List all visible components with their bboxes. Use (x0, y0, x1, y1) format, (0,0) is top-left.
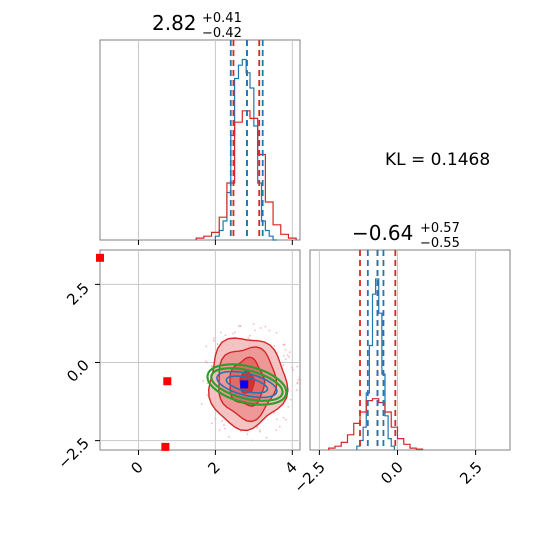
sample-point (275, 331, 278, 334)
sample-point (275, 429, 278, 432)
sample-point (298, 376, 301, 378)
sample-point (288, 356, 290, 358)
sample-point (295, 389, 298, 391)
sample-point (247, 337, 250, 339)
sample-point (214, 417, 217, 420)
sample-point (251, 439, 253, 442)
sample-point (296, 382, 299, 385)
blue-marker (240, 380, 249, 389)
red-marker (163, 377, 172, 386)
sample-point (228, 435, 230, 438)
sample-point (224, 427, 226, 430)
sample-point (259, 430, 261, 433)
sample-point (202, 380, 204, 382)
sample-point (282, 416, 285, 419)
sample-point (256, 427, 259, 429)
hist-y-title-main: −0.64 (352, 221, 413, 245)
sample-point (212, 337, 215, 340)
scatter-xtick-label: 0 (127, 458, 146, 477)
sample-point (268, 329, 271, 332)
hist-y-frame (309, 249, 511, 451)
red-marker (96, 253, 104, 262)
sample-point (224, 334, 227, 337)
blue-ellipse (216, 370, 278, 399)
sample-point (216, 343, 219, 346)
hist-x-title-minus: −0.42 (202, 26, 242, 41)
green-ellipse (206, 363, 288, 406)
sample-point (296, 365, 299, 368)
sample-point (282, 354, 285, 357)
sample-point (218, 429, 221, 431)
hist-y-xtick-label: 2.5 (456, 458, 486, 488)
sample-point (211, 365, 213, 368)
sample-point (286, 354, 289, 356)
sample-point (212, 339, 215, 342)
scatter-layer (95, 250, 301, 455)
sample-point (246, 433, 249, 436)
scatter-xtick-label: 2 (204, 458, 223, 477)
sample-point (289, 398, 292, 401)
hist-y-title-plus: +0.57 (420, 221, 460, 236)
sample-point (219, 331, 222, 334)
sample-point (273, 345, 276, 347)
hist-step-blue (356, 278, 395, 450)
hist-x-layer (137, 40, 297, 245)
scatter-ytick-label: 0.0 (63, 356, 93, 386)
sample-point (285, 418, 287, 421)
sample-point (291, 366, 293, 369)
sample-point (278, 425, 281, 428)
sample-point (287, 405, 290, 408)
sample-point (258, 429, 261, 431)
kl-label: KL = 0.1468 (385, 150, 490, 170)
sample-point (284, 349, 287, 351)
blue-ellipse (225, 375, 269, 394)
green-ellipse (210, 367, 284, 402)
hist-x-title-main: 2.82 (152, 11, 197, 35)
sample-point (239, 325, 242, 327)
sample-point (259, 327, 262, 329)
sample-point (205, 360, 207, 363)
sample-point (275, 418, 278, 421)
hist-x-title-plus: +0.41 (202, 11, 242, 26)
hist-x-frame (99, 39, 301, 241)
hist-step-blue (214, 58, 277, 241)
sample-point (292, 368, 294, 371)
sample-point (264, 325, 267, 328)
sample-point (253, 329, 256, 332)
scatter-ytick-label: 2.5 (63, 279, 93, 309)
hist-step-red (328, 398, 424, 450)
hist-y-layer (318, 250, 477, 455)
sample-point (210, 422, 213, 425)
sample-point (288, 351, 291, 354)
sample-point (265, 436, 268, 439)
hist-y-xtick-label: 0.0 (377, 458, 407, 488)
hist-y-title-minus: −0.55 (420, 236, 460, 251)
sample-point (234, 331, 237, 334)
sample-point (206, 382, 209, 385)
hist-y-xtick-label: −2.5 (290, 458, 328, 496)
sample-point (206, 361, 208, 364)
sample-point (237, 324, 240, 327)
scatter-xtick-label: 4 (281, 458, 300, 477)
sample-point (232, 332, 235, 335)
sample-point (283, 343, 286, 346)
sample-point (200, 403, 203, 406)
sample-point (273, 411, 275, 414)
sample-point (249, 334, 251, 337)
sample-point (284, 358, 287, 361)
scatter-ytick-label: −2.5 (54, 434, 92, 472)
sample-point (223, 424, 225, 426)
sample-point (206, 394, 209, 396)
sample-point (282, 364, 285, 367)
sample-point (205, 345, 208, 348)
sample-point (252, 323, 255, 326)
sample-point (221, 419, 224, 422)
sample-point (282, 343, 285, 346)
red-marker (161, 442, 170, 451)
sample-point (297, 378, 300, 381)
